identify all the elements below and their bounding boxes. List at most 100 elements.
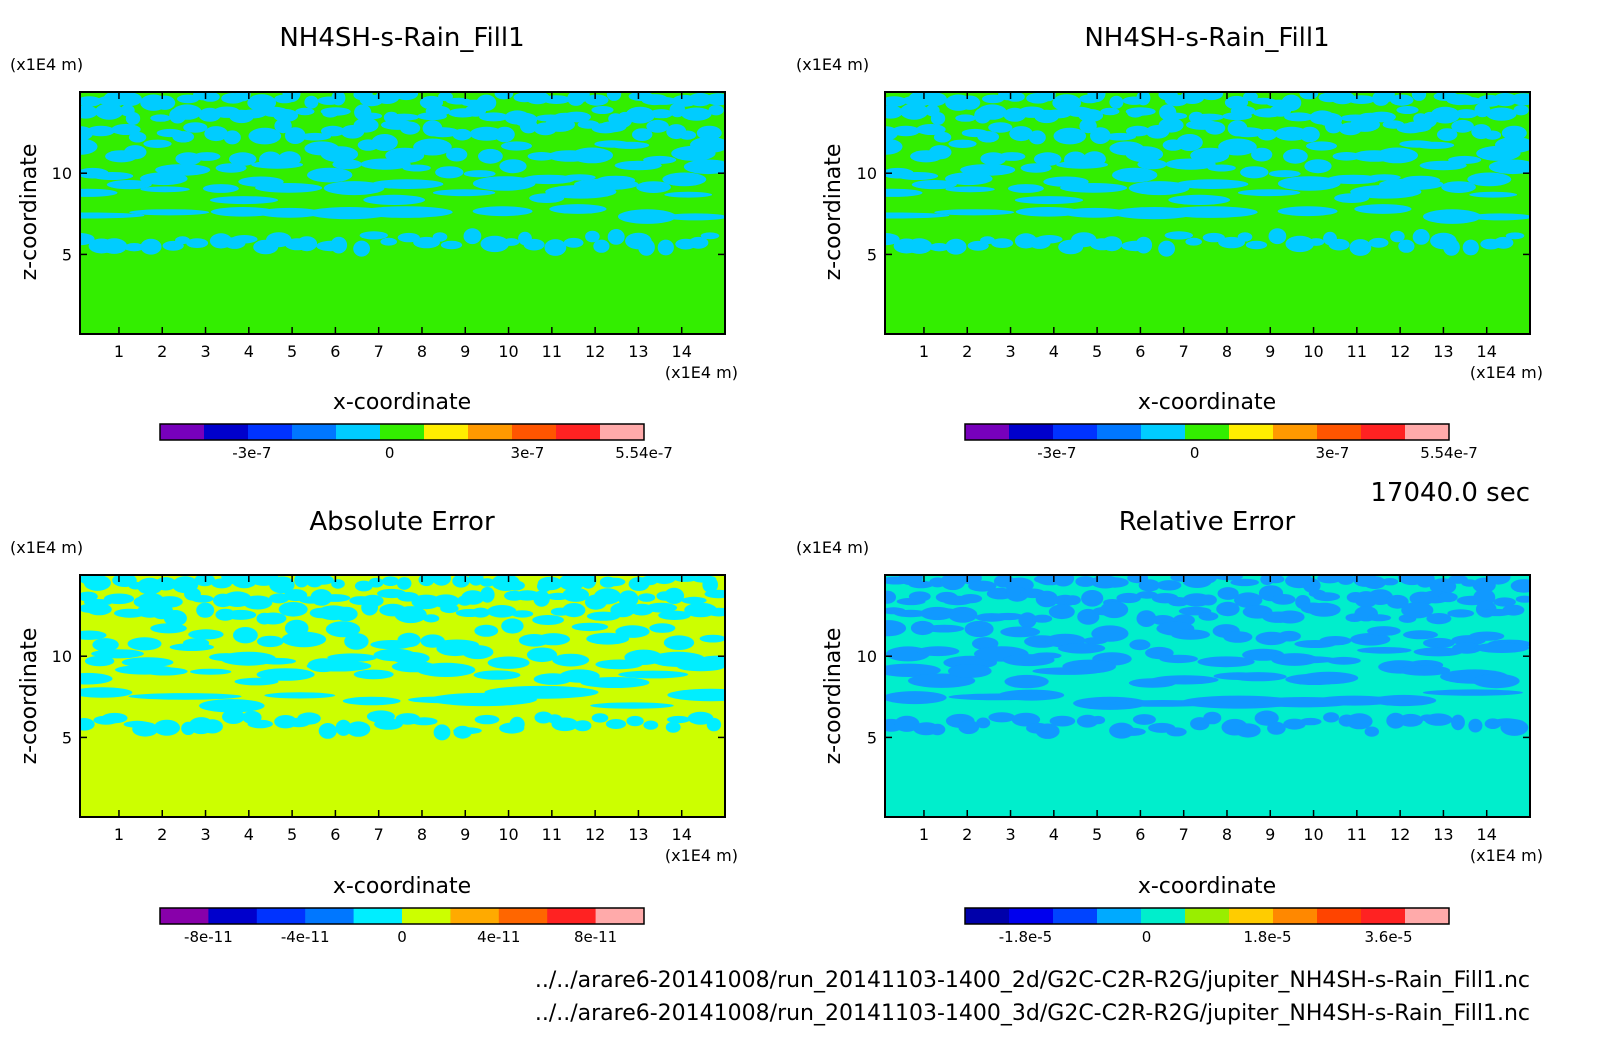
contour-blob (1502, 604, 1525, 616)
contour-blob (201, 719, 223, 734)
colorbar-swatch (1009, 424, 1054, 440)
y-axis-label: z-coordinate (17, 144, 42, 281)
contour-blob (446, 147, 468, 162)
contour-blob (558, 575, 585, 591)
colorbar: -1.8e-5 0 1.8e-5 3.6e-5 (964, 907, 1450, 946)
contour-blob (1268, 170, 1301, 178)
contour-blob (1100, 107, 1120, 116)
contour-blob (1020, 163, 1052, 173)
contour-blob (191, 595, 214, 603)
contour-blob (361, 599, 378, 616)
contour-blob (1116, 592, 1141, 604)
contour-blob (1216, 601, 1240, 617)
contour-blob (1075, 576, 1096, 587)
x-axis-label: x-coordinate (1138, 390, 1276, 415)
contour-blob (306, 660, 372, 672)
contour-blob (1159, 654, 1198, 664)
contour-blob (472, 176, 536, 191)
colorbar-swatch (1097, 424, 1142, 440)
contour-blob (948, 606, 978, 623)
contour-blob (885, 691, 947, 705)
contour-blob (307, 167, 353, 183)
contour-blob (1350, 633, 1391, 646)
x-tick-label: 4 (1049, 825, 1059, 844)
contour-blob (353, 669, 394, 680)
contour-blob (394, 92, 419, 101)
contour-blob (1304, 159, 1332, 174)
contour-blob (432, 575, 451, 586)
contour-blob (1164, 231, 1194, 240)
contour-blob (1364, 726, 1380, 737)
contour-blob (264, 692, 336, 699)
colorbar-swatch (1405, 908, 1450, 924)
contour-blob (1306, 141, 1337, 151)
contour-blob (1232, 127, 1265, 138)
contour-blob (911, 180, 957, 190)
contour-blob (1423, 637, 1455, 649)
contour-blob (342, 696, 401, 706)
contour-blob (1185, 237, 1202, 246)
contour-blob (239, 109, 266, 119)
contour-blob (934, 209, 1015, 216)
contour-blob (947, 664, 992, 678)
contour-blob (150, 114, 171, 122)
contour-blob (1437, 128, 1458, 142)
contour-blob (1401, 602, 1434, 619)
contour-blob (533, 590, 550, 607)
contour-blob (452, 575, 470, 588)
contour-blob (465, 104, 487, 117)
contour-blob (1035, 723, 1060, 739)
contour-blob (196, 602, 215, 618)
contour-blob (885, 138, 903, 155)
contour-blob (382, 576, 399, 586)
contour-blob (945, 186, 995, 193)
contour-blob (626, 715, 644, 727)
contour-blob (1313, 695, 1395, 706)
contour-blob (153, 719, 180, 736)
contour-blob (667, 715, 691, 724)
contour-blob (1056, 160, 1108, 169)
contour-blob (591, 713, 609, 723)
contour-blob (1052, 94, 1082, 112)
contour-blob (591, 106, 614, 114)
contour-blob (1243, 92, 1258, 102)
contour-blob (1237, 189, 1301, 197)
contour-blob (580, 677, 650, 688)
x-tick-label: 14 (1477, 825, 1497, 844)
contour-blob (472, 206, 533, 217)
contour-blob (461, 590, 485, 605)
contour-blob (1455, 96, 1483, 105)
contour-blob (1048, 604, 1075, 620)
contour-blob (532, 615, 564, 625)
contour-blob (1313, 592, 1340, 602)
x-tick-label: 14 (672, 342, 692, 361)
x-tick-label: 9 (1265, 342, 1275, 361)
x-tick-label: 12 (1390, 342, 1410, 361)
contour-blob (1166, 727, 1187, 737)
contour-blob (1215, 575, 1243, 581)
contour-blob (894, 715, 920, 732)
contour-blob (257, 657, 296, 665)
contour-blob (111, 124, 141, 135)
x-tick-label: 1 (919, 342, 929, 361)
contour-blob (440, 604, 459, 614)
contour-blob (1176, 134, 1203, 151)
contour-blob (523, 238, 545, 251)
contour-blob (304, 95, 319, 109)
colorbar-frame (159, 423, 645, 441)
contour-blob (643, 720, 659, 730)
colorbar-swatch (1361, 908, 1406, 924)
contour-blob (1229, 672, 1287, 682)
contour-blob (1429, 578, 1457, 595)
contour-blob (1299, 92, 1319, 100)
contour-blob (1347, 95, 1376, 104)
contour-blob (368, 577, 384, 588)
x-tick-label: 14 (1477, 342, 1497, 361)
contour-blob (222, 709, 245, 724)
contour-blob (363, 194, 426, 205)
x-tick-label: 11 (1347, 825, 1367, 844)
contour-blob (1109, 95, 1124, 109)
contour-blob (106, 180, 152, 190)
x-tick-label: 4 (1049, 342, 1059, 361)
